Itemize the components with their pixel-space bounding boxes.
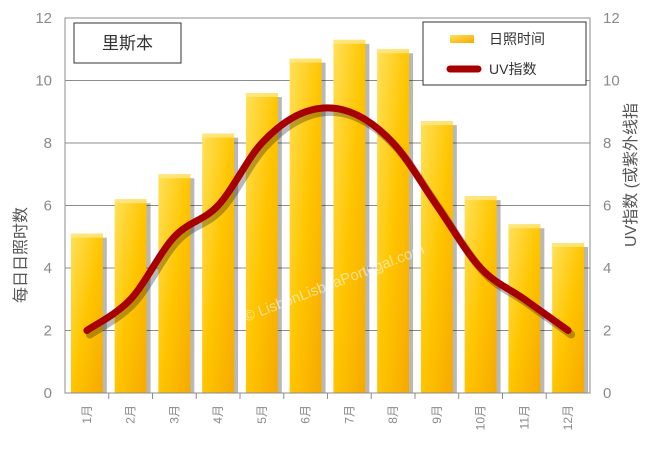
sunshine-bars	[70, 39, 589, 393]
legend: 日照时间 UV指数	[422, 21, 587, 86]
left-tick-label: 12	[35, 10, 52, 27]
right-tick-label: 12	[603, 10, 620, 27]
sunshine-bar	[158, 174, 191, 393]
left-tick-label: 4	[44, 260, 52, 277]
x-tick-label: 4月	[211, 405, 225, 424]
x-tick-label: 6月	[299, 405, 313, 424]
x-tick-label: 1月	[80, 405, 94, 424]
bar-highlight	[333, 39, 366, 44]
bar-highlight	[202, 133, 235, 138]
x-tick-label: 7月	[342, 405, 356, 424]
x-tick-label: 5月	[255, 405, 269, 424]
x-tick-label: 12月	[561, 405, 575, 430]
city-label-box: 里斯本	[73, 22, 182, 64]
right-tick-label: 2	[603, 323, 611, 340]
bar-highlight	[158, 174, 191, 179]
right-tick-label: 6	[603, 198, 611, 215]
sunshine-bar	[420, 121, 453, 393]
bar-highlight	[420, 121, 453, 126]
x-tick-label: 11月	[517, 405, 531, 429]
right-tick-label: 4	[603, 260, 611, 277]
bar-highlight	[70, 233, 103, 238]
right-tick-label: 0	[603, 385, 611, 402]
sunshine-bar	[377, 49, 410, 393]
legend-swatch-sunshine	[450, 35, 474, 43]
bar-highlight	[114, 199, 147, 204]
legend-label-sunshine: 日照时间	[489, 31, 545, 47]
sunshine-bar	[70, 233, 103, 393]
x-tick-label: 9月	[430, 405, 444, 424]
x-tick-label: 2月	[124, 405, 138, 424]
x-axis-ticks: 1月 2月 3月 4月 5月 6月 7月 8月 9月 10月 11月 12月	[80, 393, 575, 430]
left-tick-label: 6	[44, 198, 52, 215]
bar-highlight	[552, 243, 585, 247]
x-tick-label: 8月	[386, 405, 400, 424]
left-tick-label: 0	[44, 385, 52, 402]
bar-highlight	[245, 93, 278, 97]
right-tick-label: 8	[603, 135, 611, 152]
left-tick-label: 10	[35, 73, 52, 90]
left-tick-label: 8	[44, 135, 52, 152]
right-axis-ticks: 0 2 4 6 8 10 12	[603, 10, 620, 402]
uv-line-layer	[83, 104, 576, 339]
x-tick-label: 10月	[474, 405, 488, 430]
uv-line	[83, 104, 572, 334]
sunshine-bar	[464, 196, 497, 393]
bar-highlight	[464, 196, 497, 201]
left-axis-ticks: 0 2 4 6 8 10 12	[35, 10, 52, 402]
right-tick-label: 10	[603, 73, 620, 90]
sunshine-bar	[202, 133, 235, 393]
sunshine-bar	[333, 39, 366, 393]
right-axis-title: UV指数 (或紫外线指	[622, 103, 640, 247]
x-tick-label: 3月	[167, 405, 181, 424]
left-tick-label: 2	[44, 323, 52, 340]
city-label: 里斯本	[102, 34, 153, 53]
left-axis-title: 每日日照时数	[12, 207, 30, 303]
bar-highlight	[377, 49, 410, 54]
bar-highlight	[289, 58, 322, 63]
bar-highlight	[508, 224, 541, 229]
sunshine-bar	[552, 243, 585, 393]
legend-label-uv: UV指数	[489, 61, 536, 77]
